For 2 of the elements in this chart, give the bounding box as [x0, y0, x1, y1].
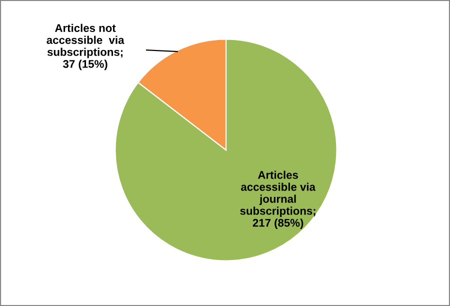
slice-label: Articles accessible via journal subscriptions; 217 (85%): [240, 170, 316, 229]
slice-label: Articles not accessible via subscriptions; 37 (15%): [46, 24, 124, 70]
